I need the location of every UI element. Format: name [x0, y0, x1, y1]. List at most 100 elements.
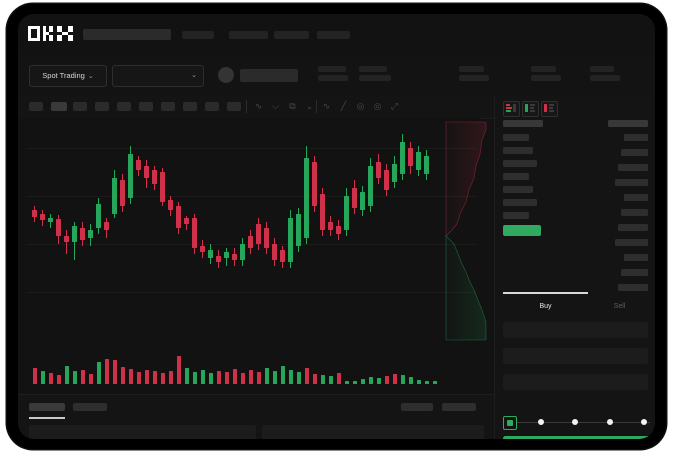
orderbook-row-left[interactable] [503, 212, 529, 219]
okx-logo[interactable] [28, 26, 74, 41]
volume-bar [96, 362, 101, 384]
submit-order-button[interactable] [503, 436, 655, 439]
timeframe-chip-1[interactable] [29, 102, 43, 111]
app-screen: Spot Trading ⌄ ⌄ ∿ ⌵ ⧉ ⌄ ∿ ╱ ◎ ◎ ⤢ [18, 14, 655, 439]
timeframe-chip-9[interactable] [205, 102, 219, 111]
camera-icon[interactable]: ◎ [356, 101, 365, 111]
timeframe-chip-10[interactable] [227, 102, 241, 111]
compare-icon[interactable]: ⌵ [272, 101, 279, 111]
timeframe-chip-8[interactable] [183, 102, 197, 111]
candle-body [264, 228, 269, 248]
tab-sell[interactable]: Sell [613, 303, 626, 310]
timeframe-chip-3[interactable] [73, 102, 87, 111]
bottom-action-2[interactable] [442, 403, 476, 411]
candle-body [408, 148, 413, 166]
pair-select[interactable]: ⌄ [112, 65, 204, 87]
fullscreen-icon[interactable]: ⤢ [390, 101, 399, 111]
stepper-step-2[interactable] [537, 419, 544, 425]
depth-chart-svg [445, 121, 487, 341]
orderbook-row-left[interactable] [503, 147, 533, 154]
candle-body [336, 226, 341, 234]
candle-body [288, 218, 293, 262]
bottom-tab-1[interactable] [29, 403, 65, 411]
candle-body [384, 170, 389, 190]
spot-trading-dropdown[interactable]: Spot Trading ⌄ [29, 65, 107, 87]
chevron-down-icon: ⌄ [87, 73, 94, 80]
orderbook-row-right[interactable] [621, 149, 648, 156]
line-chart-icon[interactable]: ∿ [322, 101, 331, 111]
candle-body [240, 244, 245, 260]
orderbook-row-right[interactable] [621, 209, 648, 216]
orderbook-row-right[interactable] [624, 194, 648, 201]
orderbook-row-left[interactable] [503, 199, 537, 206]
stepper-track [510, 422, 650, 423]
volume-bar [40, 371, 45, 384]
depth-view-asks-icon[interactable] [541, 101, 558, 117]
top-navigation-bar [18, 14, 655, 54]
orders-panel-right [262, 425, 484, 439]
volume-bar [208, 373, 213, 384]
stat-low-label [459, 66, 484, 72]
stepper-step-4[interactable] [606, 419, 613, 425]
orderbook-row-left[interactable] [503, 186, 533, 193]
orderbook-rows[interactable] [495, 120, 655, 310]
bottom-tab-2[interactable] [73, 403, 107, 411]
orderbook-row-selected[interactable] [503, 225, 541, 236]
volume-bar [48, 373, 53, 384]
search-input[interactable] [83, 29, 171, 40]
volume-bar [376, 378, 381, 384]
candle-body [280, 250, 285, 262]
nav-item-4[interactable] [317, 31, 350, 39]
timeframe-chip-5[interactable] [117, 102, 131, 111]
depth-view-both-icon[interactable] [503, 101, 520, 117]
bottom-action-1[interactable] [401, 403, 433, 411]
candle-body [160, 172, 165, 202]
order-field-1[interactable] [503, 322, 648, 338]
template-icon[interactable]: ⧉ [289, 101, 296, 111]
stat-volume-label [531, 66, 556, 72]
orderbook-row-right[interactable] [615, 239, 648, 246]
orderbook-row-right[interactable] [618, 224, 648, 231]
candle-body [256, 224, 261, 244]
nav-item-3[interactable] [274, 31, 309, 39]
stepper-step-3[interactable] [572, 419, 578, 425]
volume-bar [408, 377, 413, 384]
volume-bar [32, 368, 37, 384]
volume-bar [128, 369, 133, 384]
indicators-icon[interactable]: ∿ [254, 101, 263, 111]
tab-buy[interactable]: Buy [539, 303, 552, 310]
orderbook-row-right[interactable] [624, 254, 648, 261]
depth-view-bids-icon[interactable] [522, 101, 539, 117]
stepper-step-1[interactable] [503, 416, 517, 430]
timeframe-chip-2[interactable] [51, 102, 67, 111]
timeframe-chip-6[interactable] [139, 102, 153, 111]
chart-gridline-1 [26, 148, 476, 149]
orderbook-row-left[interactable] [503, 160, 537, 167]
orderbook-row-right[interactable] [615, 179, 648, 186]
draw-icon[interactable]: ╱ [340, 101, 347, 111]
candle-body [176, 206, 181, 228]
candle-body [128, 154, 133, 198]
orderbook-row-left[interactable] [503, 173, 529, 180]
volume-bar [64, 366, 69, 384]
stepper-step-5[interactable] [641, 419, 647, 425]
candle-body [40, 214, 45, 220]
price-chart[interactable] [18, 118, 480, 394]
timeframe-chip-7[interactable] [161, 102, 175, 111]
orderbook-row-right[interactable] [621, 269, 648, 276]
settings-icon[interactable]: ◎ [373, 101, 382, 111]
chevron-down-icon[interactable]: ⌄ [305, 101, 314, 111]
volume-bar [248, 370, 253, 384]
timeframe-chip-4[interactable] [95, 102, 109, 111]
nav-item-1[interactable] [182, 31, 214, 39]
orderbook-row-right[interactable] [618, 284, 648, 291]
volume-bar [320, 375, 325, 384]
orderbook-row-left[interactable] [503, 134, 529, 141]
spot-trading-label: Spot Trading [42, 71, 85, 80]
orderbook-row-right[interactable] [624, 134, 648, 141]
order-field-3[interactable] [503, 374, 648, 390]
candle-body [360, 192, 365, 210]
nav-item-2[interactable] [229, 31, 268, 39]
orderbook-row-right[interactable] [618, 164, 648, 171]
order-field-2[interactable] [503, 348, 648, 364]
